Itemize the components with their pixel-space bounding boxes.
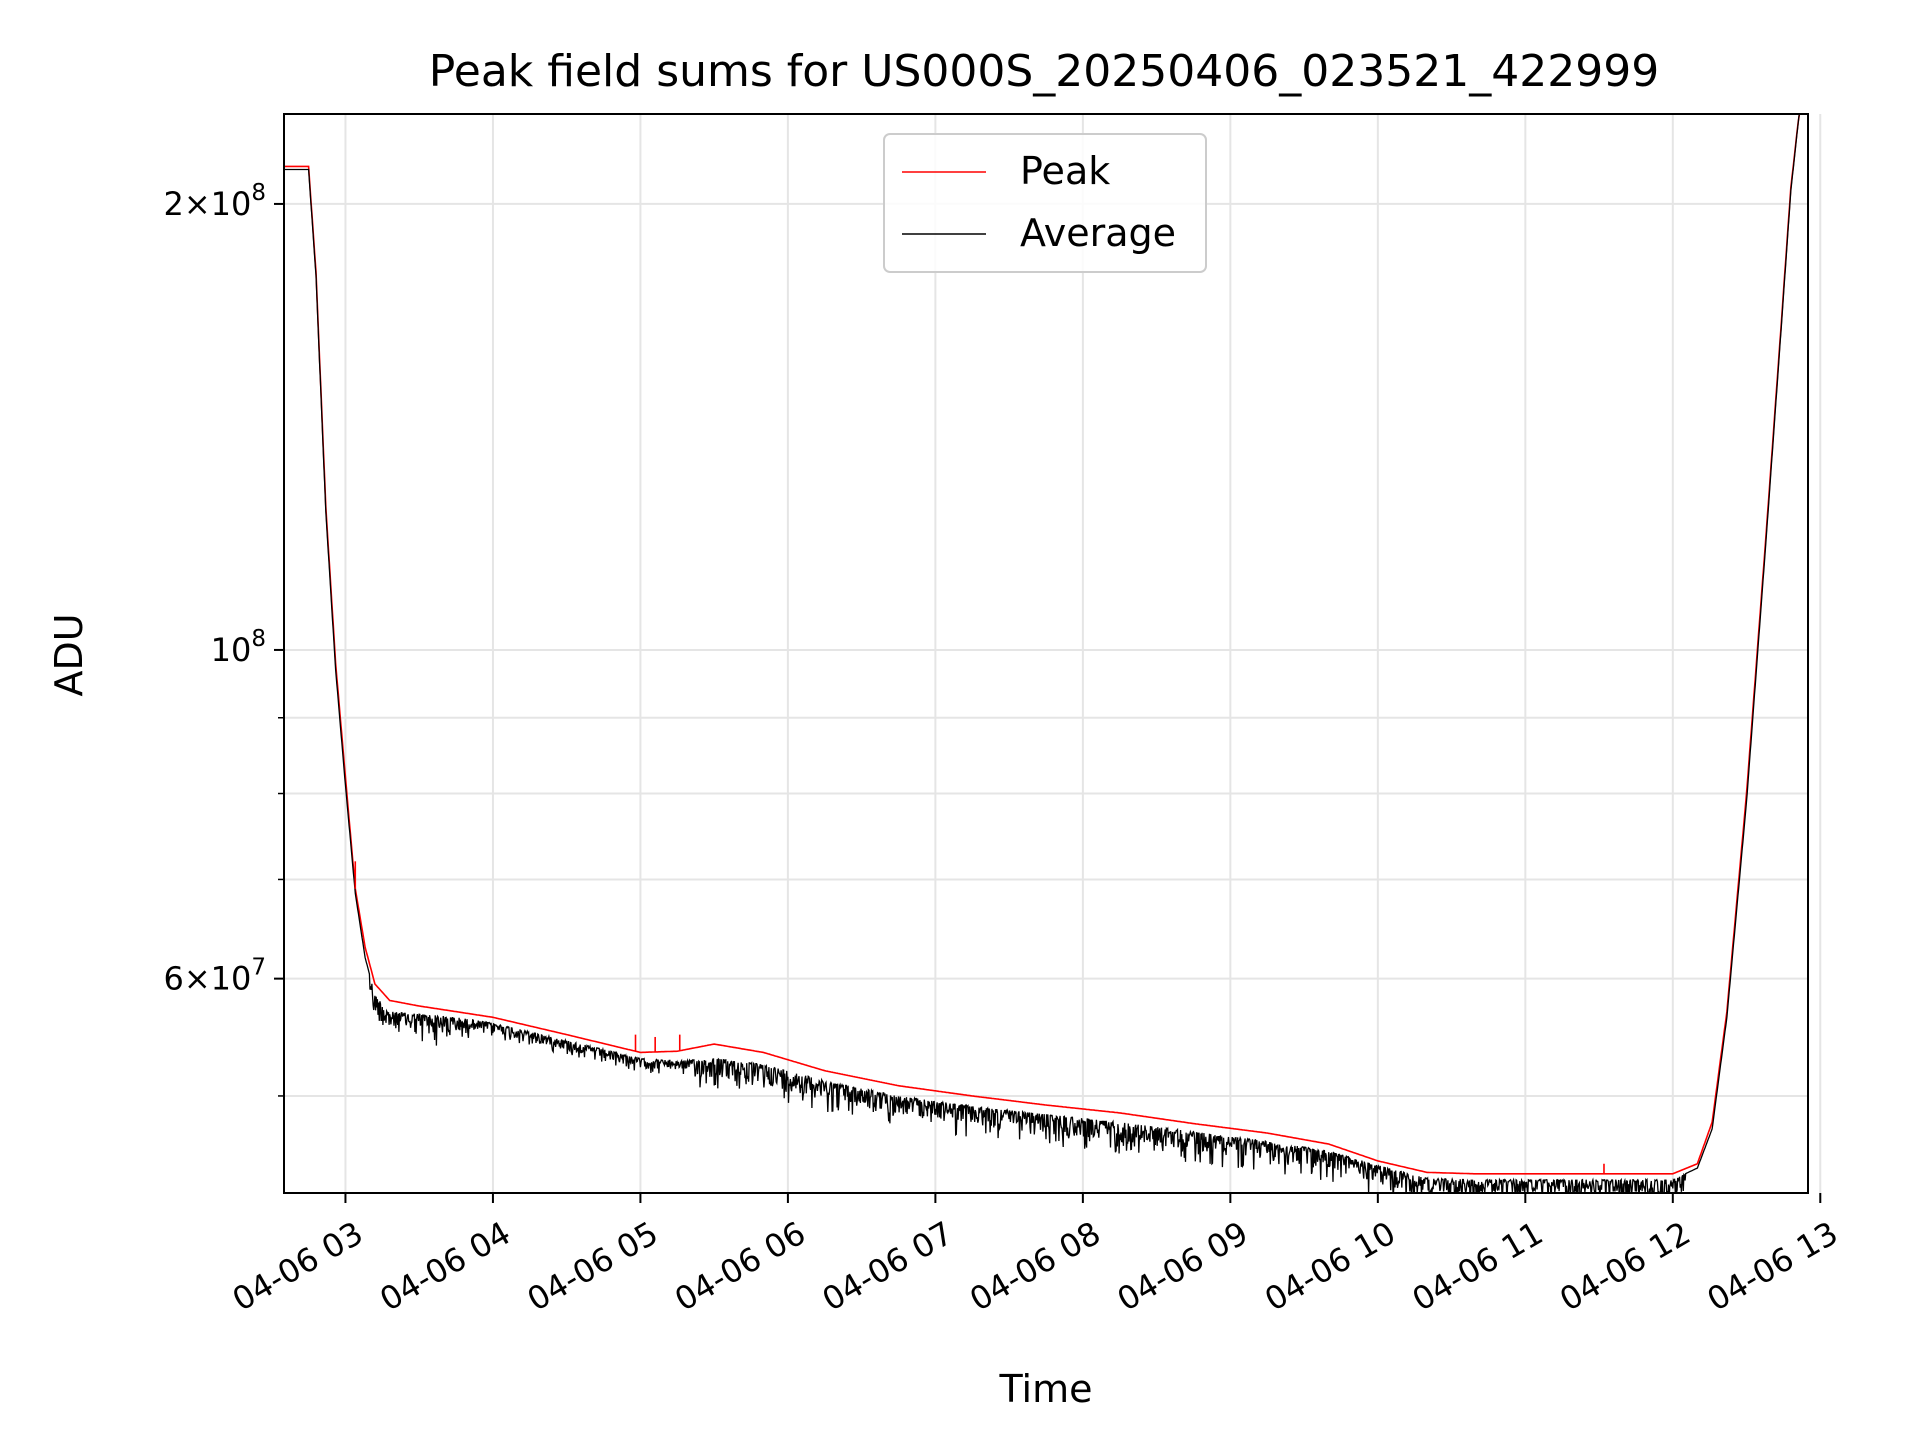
legend: Peak Average (883, 133, 1207, 273)
y-tick-label: 6×107 (163, 955, 266, 998)
x-axis-label: Time (999, 1367, 1093, 1411)
chart-title: Peak field sums for US000S_20250406_0235… (429, 46, 1659, 97)
y-tick-label: 2×108 (163, 180, 266, 223)
series-line-peak (284, 114, 1801, 1175)
plot-frame (283, 113, 1809, 1194)
series-line-average (284, 114, 1801, 1193)
legend-label-average: Average (1020, 211, 1176, 255)
legend-box (883, 133, 1207, 273)
y-axis-label: ADU (47, 613, 91, 696)
legend-label-peak: Peak (1020, 149, 1110, 193)
series-layer (284, 114, 1801, 1193)
grid-layer (284, 114, 1822, 1193)
